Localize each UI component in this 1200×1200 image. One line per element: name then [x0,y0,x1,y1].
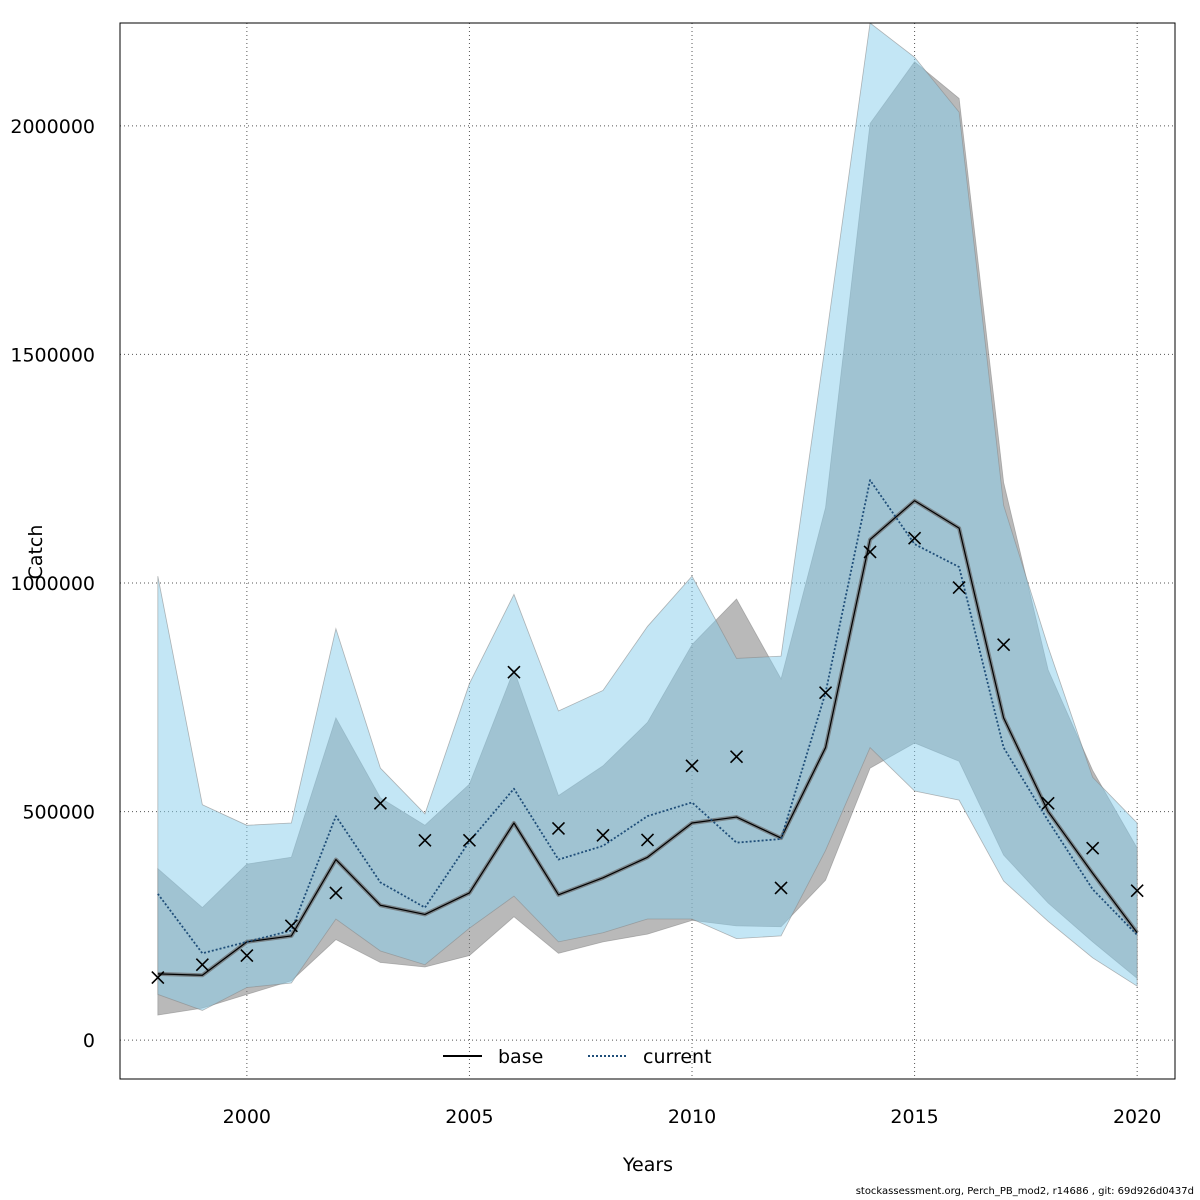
observation-point [551,821,566,836]
observation-point [373,796,387,810]
observation-point [908,531,922,545]
legend-label-current: current [643,1046,712,1068]
observation-point [685,759,699,773]
y-axis-title: Catch [25,525,47,580]
x-axis-title: Years [622,1154,673,1176]
series-lines [157,479,1139,978]
observation-point [240,949,254,963]
axes: 2000 2005 2010 2015 2020 0 500000 1000000 150000… [10,22,1176,1128]
y-tick-label: 500000 [22,802,95,824]
observation-point [151,970,165,985]
observation-point [729,750,744,764]
x-tick-label: 2005 [445,1106,493,1128]
observation-point [1130,884,1144,898]
observation-markers [151,531,1144,985]
x-tick-label: 2020 [1113,1106,1161,1128]
observation-point [818,686,833,700]
observation-point [1041,796,1055,810]
y-tick-label: 2000000 [10,116,95,138]
x-tick-label: 2010 [668,1106,716,1128]
x-tick-label: 2015 [890,1106,938,1128]
y-tick-label: 1500000 [10,344,95,366]
observation-point [596,828,610,842]
y-tick-label: 1000000 [10,573,95,595]
band-current [157,23,1138,1011]
observation-point [952,581,966,595]
observation-point [640,833,655,847]
observation-point [195,958,209,972]
y-tick-label: 0 [83,1030,95,1052]
confidence-bands [157,23,1138,1016]
line-base [157,500,1138,976]
observation-point [284,919,298,933]
line-current [157,479,1138,955]
x-tick-label: 2000 [223,1106,271,1128]
legend: base current [443,1046,712,1068]
footer-credit: stockassessment.org, Perch_PB_mod2, r146… [855,1186,1194,1197]
observation-point [1086,841,1100,855]
observation-point [462,833,477,847]
observation-point [863,545,877,559]
legend-label-base: base [498,1046,543,1068]
plot-frame [119,22,1176,1080]
observation-point [418,833,432,847]
observation-point [329,886,343,900]
observation-point [507,665,521,679]
observation-point [997,638,1011,652]
observation-point [774,881,788,895]
